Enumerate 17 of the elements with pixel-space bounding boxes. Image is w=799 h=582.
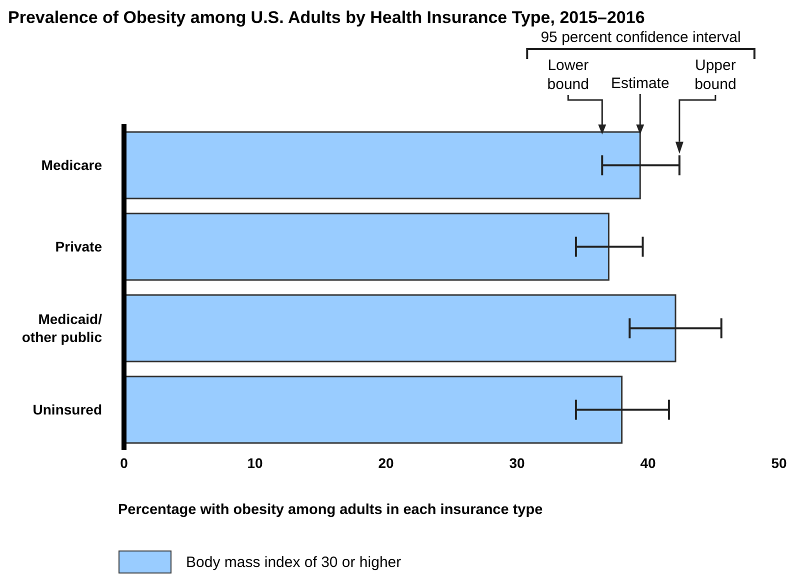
chart-title: Prevalence of Obesity among U.S. Adults by Health Insurance Type, 2015–2016: [8, 8, 646, 28]
legend-label: Body mass index of 30 or higher: [186, 554, 402, 570]
x-tick-label: 0: [120, 454, 128, 471]
x-tick-label: 40: [640, 454, 656, 471]
text: 95 percent confidence interval: [540, 29, 741, 46]
y-tick-label: Private: [55, 238, 102, 254]
y-tick-label: Medicare: [41, 156, 102, 173]
text: Lower bound: [547, 57, 590, 93]
x-axis-title: Percentage with obesity among adults in each insurance type: [118, 502, 543, 518]
x-tick-label: 50: [771, 454, 787, 471]
x-tick-label: 10: [247, 454, 263, 471]
text: Estimate: [610, 75, 670, 92]
text: Upper bound: [694, 57, 736, 93]
x-tick-label: 30: [509, 454, 525, 471]
y-tick-label: Uninsured: [32, 401, 102, 418]
x-tick-label: 20: [378, 454, 394, 471]
y-tick-label: Medicaid/ other public: [22, 310, 102, 345]
